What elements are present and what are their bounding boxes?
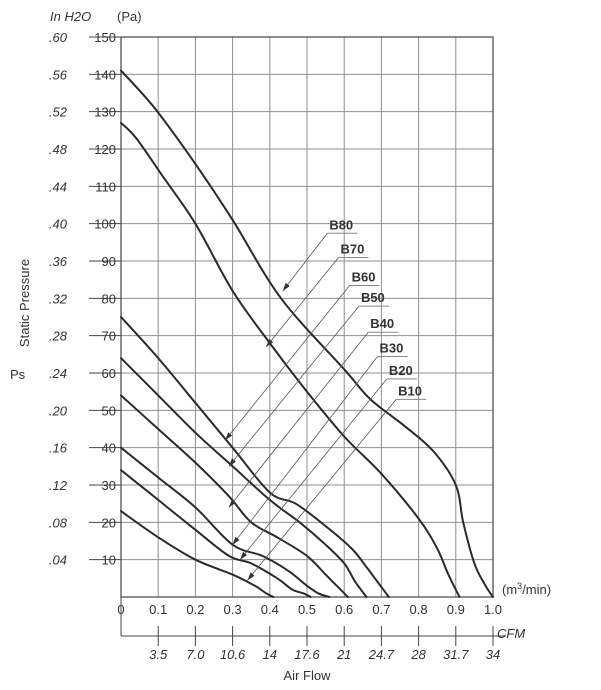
y-tick-label-pa: 60 (102, 366, 116, 381)
arrowhead (228, 458, 236, 467)
label-b50: B50 (361, 290, 385, 305)
leader-line (228, 331, 369, 508)
y-tick-label-pa: 40 (102, 441, 116, 456)
y-axis: 10 20 30 40 50 60 70 80 90 100 110 120 130 140 150 .04.… (49, 30, 121, 568)
series-labels: B80 B70 B60 B50 B40 B30 B20 B10 (224, 217, 427, 581)
grid (121, 36, 493, 597)
x-tick-label-cfm: 28 (410, 647, 426, 662)
x-axis: 00.10.20.30.40.50.60.70.80.91.03.57.010.… (117, 597, 506, 662)
curves (120, 69, 494, 598)
x-tick-label-cfm: 24.7 (368, 647, 395, 662)
y-tick-label-pa: 80 (102, 291, 116, 306)
label-b60: B60 (352, 270, 376, 285)
leader-line (239, 378, 388, 560)
y-axis-title: Static Pressure (17, 259, 32, 347)
label-b70: B70 (340, 242, 364, 257)
arrowhead (225, 432, 233, 441)
y-tick-label-inh2o: .20 (49, 403, 68, 418)
y-tick-label-pa: 10 (102, 553, 116, 568)
arrowhead (232, 536, 240, 545)
leader-line (232, 356, 378, 545)
curve-b80 (120, 69, 494, 598)
y-tick-label-inh2o: .56 (49, 67, 68, 82)
y-tick-label-pa: 130 (94, 105, 116, 120)
y-tick-label-inh2o: .48 (49, 142, 68, 157)
arrowhead (282, 282, 290, 291)
label-b80: B80 (329, 217, 353, 232)
x-unit-m3min: (m3/min) (502, 581, 551, 597)
x-tick-label-m3min: 0.4 (261, 602, 279, 617)
arrowhead (240, 551, 248, 560)
label-b40: B40 (370, 316, 394, 331)
curve-b50 (120, 357, 368, 598)
y-tick-label-inh2o: .60 (49, 30, 68, 45)
y-tick-label-inh2o: .32 (49, 291, 68, 306)
x-tick-label-cfm: 17.6 (294, 647, 320, 662)
arrowhead (247, 572, 255, 581)
curve-b30 (120, 446, 331, 598)
leader-line (282, 233, 328, 292)
y-tick-label-pa: 20 (102, 515, 116, 530)
leader-line (265, 257, 339, 348)
x-tick-label-cfm: 10.6 (220, 647, 246, 662)
x-tick-label-cfm: 7.0 (186, 647, 205, 662)
x-unit-cfm: CFM (497, 626, 525, 641)
curve-b20 (120, 469, 312, 598)
x-tick-label-m3min: 0.2 (186, 602, 204, 617)
leader-line (247, 399, 397, 581)
y-tick-label-inh2o: .28 (49, 329, 68, 344)
leader-line (228, 305, 360, 467)
x-tick-label-cfm: 21 (336, 647, 351, 662)
arrowhead (266, 339, 274, 347)
y-tick-label-inh2o: .08 (49, 515, 68, 530)
y-tick-label-inh2o: .12 (49, 478, 68, 493)
leader-line (224, 285, 350, 441)
x-tick-label-m3min: 0.6 (335, 602, 353, 617)
x-tick-label-m3min: 0.9 (447, 602, 465, 617)
x-tick-label-m3min: 0.1 (149, 602, 167, 617)
y-tick-label-pa: 120 (94, 142, 116, 157)
y-tick-label-pa: 140 (94, 67, 116, 82)
label-b20: B20 (389, 363, 413, 378)
x-tick-label-m3min: 0.8 (410, 602, 428, 617)
y-unit-pa: (Pa) (117, 9, 142, 24)
x-axis-title: Air Flow (284, 668, 332, 683)
y-tick-label-inh2o: .40 (49, 217, 68, 232)
y-tick-label-inh2o: .44 (49, 179, 67, 194)
y-tick-label-pa: 100 (94, 217, 116, 232)
x-tick-label-cfm: 31.7 (443, 647, 469, 662)
y-tick-label-pa: 150 (94, 30, 116, 45)
y-tick-label-inh2o: .36 (49, 254, 68, 269)
y-tick-label-pa: 30 (102, 478, 116, 493)
x-tick-label-cfm: 14 (263, 647, 277, 662)
curve-b10 (120, 510, 275, 598)
label-b10: B10 (398, 383, 422, 398)
y-tick-label-inh2o: .16 (49, 441, 68, 456)
y-tick-label-inh2o: .04 (49, 553, 67, 568)
curve-b60 (120, 316, 390, 598)
y-tick-label-inh2o: .52 (49, 105, 68, 120)
y-unit-inh2o: In H2O (50, 9, 91, 24)
y-tick-label-pa: 50 (102, 403, 116, 418)
y-tick-label-pa: 70 (102, 329, 116, 344)
arrowhead (228, 499, 236, 508)
y-tick-label-pa: 90 (102, 254, 116, 269)
y-tick-label-pa: 110 (95, 179, 116, 194)
x-tick-label-cfm: 34 (486, 647, 500, 662)
x-tick-label-cfm: 3.5 (149, 647, 168, 662)
x-tick-label-m3min: 0.7 (372, 602, 390, 617)
y-axis-symbol: Ps (10, 367, 26, 382)
x-tick-label-m3min: 0.5 (298, 602, 316, 617)
x-tick-label-m3min: 0.3 (224, 602, 242, 617)
label-b30: B30 (380, 340, 404, 355)
x-tick-label-m3min: 1.0 (484, 602, 502, 617)
curve-b70 (120, 121, 461, 598)
y-tick-label-inh2o: .24 (49, 366, 67, 381)
